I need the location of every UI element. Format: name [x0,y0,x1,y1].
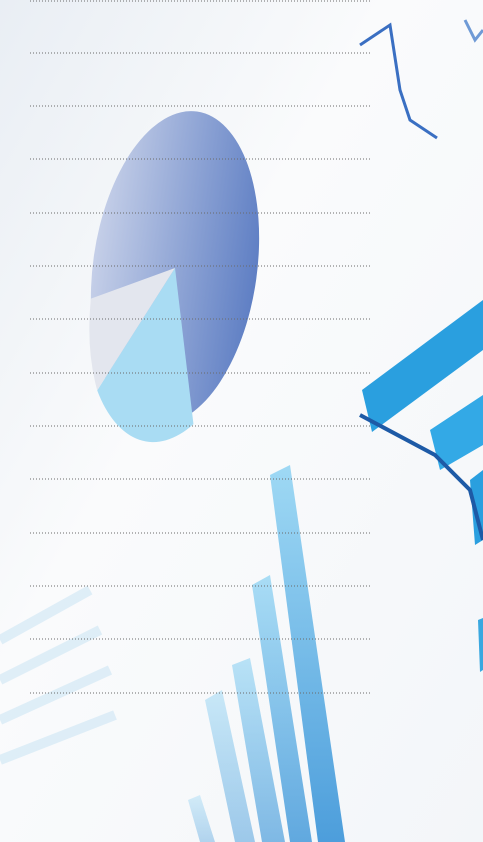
bar-decoration-bottom [188,465,345,842]
line-decoration [359,413,483,541]
line-decoration-top [359,22,438,140]
faint-bars-left [0,585,117,765]
pie-decoration [89,111,260,443]
line-decoration-top-2 [463,19,483,43]
